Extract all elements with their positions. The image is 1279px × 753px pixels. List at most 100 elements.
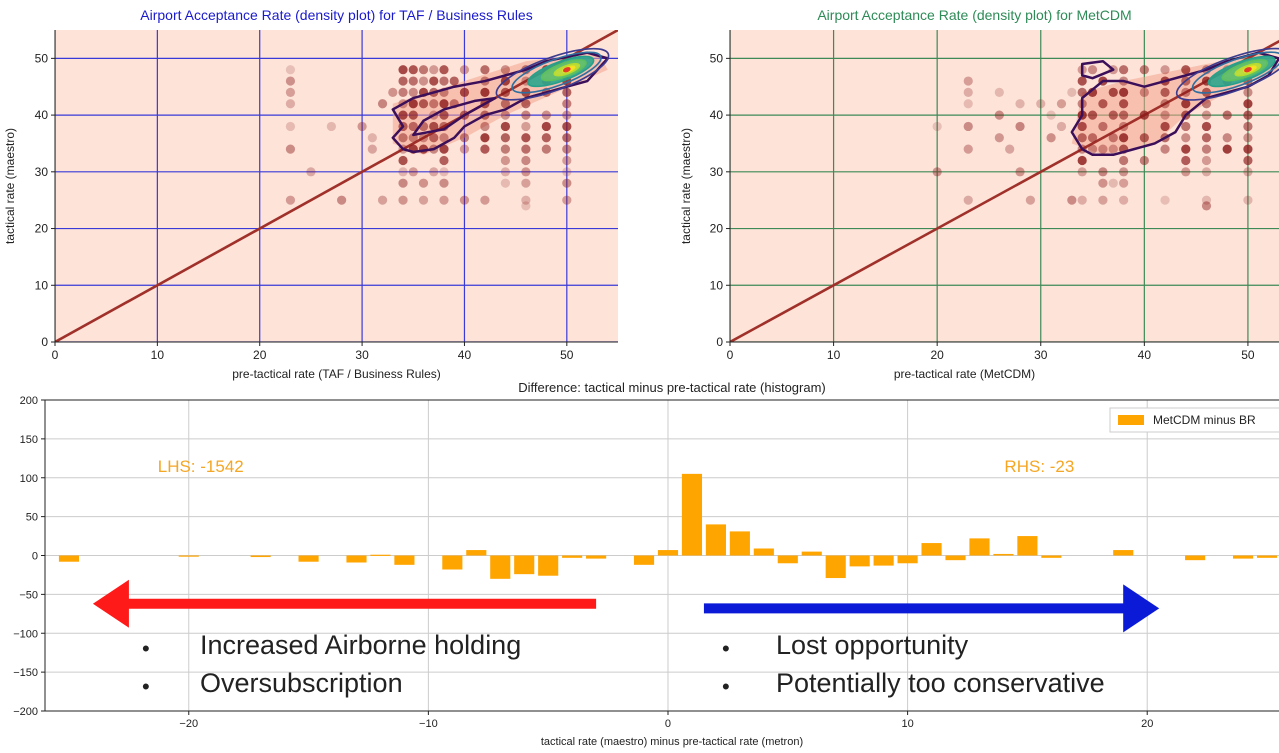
scatter-point: [367, 144, 377, 154]
scatter-point: [1201, 167, 1212, 177]
scatter-point: [1181, 65, 1191, 75]
scatter-point: [1098, 195, 1108, 205]
scatter-point: [429, 121, 439, 132]
scatter-point: [439, 110, 449, 120]
scatter-point: [408, 121, 418, 132]
histogram-bar: [1256, 555, 1278, 558]
scatter-point: [439, 76, 449, 86]
y-tick-label: 40: [710, 108, 724, 122]
x-tick-label: 30: [1034, 348, 1048, 362]
scatter-point: [963, 195, 973, 205]
scatter-point: [398, 76, 408, 86]
scatter-point: [439, 144, 449, 154]
plot-area: [45, 400, 1279, 711]
y-tick-label: 30: [35, 165, 49, 179]
scatter-point: [521, 195, 531, 205]
histogram-bar: [370, 554, 391, 556]
scatter-point: [994, 110, 1004, 120]
x-tick-label: −10: [419, 718, 438, 730]
scatter-point: [1119, 121, 1129, 132]
scatter-point: [521, 110, 531, 120]
scatter-point: [408, 65, 418, 75]
scatter-point: [541, 121, 551, 132]
scatter-point: [932, 167, 942, 177]
scatter-point: [1005, 144, 1015, 154]
left-arrow: [92, 579, 597, 628]
bullet-potentially-too-conservative: Potentially too conservative: [776, 668, 1105, 698]
scatter-point: [429, 65, 439, 75]
histogram-bar: [801, 551, 822, 556]
scatter-point: [357, 121, 367, 132]
plot-area: [730, 30, 1279, 342]
scatter-point: [500, 65, 510, 75]
scatter-point: [367, 133, 377, 143]
scatter-point: [408, 99, 418, 109]
scatter-point: [439, 99, 449, 109]
histogram-bar: [538, 555, 559, 576]
histogram-bar: [729, 531, 750, 556]
scatter-point: [521, 144, 531, 154]
y-tick-label: −200: [13, 706, 38, 718]
scatter-point: [963, 99, 973, 109]
y-tick-label: 10: [35, 278, 49, 292]
scatter-point: [963, 87, 973, 97]
scatter-point: [1119, 65, 1129, 75]
y-tick-label: 0: [32, 551, 38, 563]
scatter-point: [439, 178, 449, 188]
y-axis-label: tactical rate (maestro): [3, 128, 17, 244]
histogram-bar: [514, 555, 535, 575]
scatter-point: [1108, 110, 1118, 120]
scatter-point: [398, 87, 408, 97]
scatter-point: [439, 195, 449, 205]
bullet-increased-airborne-holding: Increased Airborne holding: [200, 630, 522, 660]
histogram-bar: [1041, 555, 1062, 558]
scatter-point: [1046, 133, 1056, 143]
scatter-point: [1119, 133, 1129, 143]
scatter-point: [521, 201, 531, 211]
scatter-point: [1243, 87, 1253, 97]
scatter-point: [408, 87, 418, 97]
histogram-bar: [298, 555, 319, 562]
scatter-point: [1098, 144, 1108, 154]
scatter-point: [1181, 121, 1191, 132]
scatter-point: [285, 121, 296, 132]
histogram-bar: [705, 524, 726, 556]
scatter-point: [398, 178, 408, 188]
y-tick-label: −50: [19, 589, 38, 601]
x-axis-label: tactical rate (maestro) minus pre-tactic…: [541, 736, 803, 748]
y-tick-label: 50: [35, 51, 49, 65]
scatter-point: [480, 87, 490, 97]
scatter-point: [521, 167, 531, 177]
scatter-point: [408, 167, 418, 177]
scatter-point: [480, 144, 490, 154]
scatter-point: [1119, 178, 1129, 188]
scatter-point: [1160, 99, 1170, 109]
scatter-point: [337, 195, 347, 205]
scatter-point: [1098, 99, 1108, 109]
scatter-point: [1108, 178, 1118, 188]
histogram-bar: [897, 555, 918, 564]
scatter-point: [562, 110, 572, 120]
scatter-point: [1139, 133, 1149, 143]
histogram-bar: [586, 555, 607, 559]
scatter-point: [1119, 110, 1129, 120]
scatter-point: [1025, 195, 1035, 205]
scatter-point: [480, 65, 490, 75]
y-tick-label: −100: [13, 628, 38, 640]
scatter-point: [1222, 144, 1232, 154]
scatter-point: [1160, 144, 1170, 154]
scatter-point: [562, 99, 572, 109]
scatter-point: [1108, 144, 1118, 154]
scatter-point: [1108, 87, 1118, 97]
scatter-point: [326, 121, 336, 132]
scatter-point: [521, 133, 531, 143]
scatter-point: [1077, 167, 1087, 177]
scatter-point: [398, 195, 408, 205]
histogram-bar: [873, 555, 894, 566]
scatter-point: [1243, 144, 1253, 154]
scatter-point: [459, 87, 470, 97]
y-tick-label: 40: [35, 108, 49, 122]
y-tick-label: 10: [710, 278, 724, 292]
bullet-marker: •: [722, 636, 730, 661]
